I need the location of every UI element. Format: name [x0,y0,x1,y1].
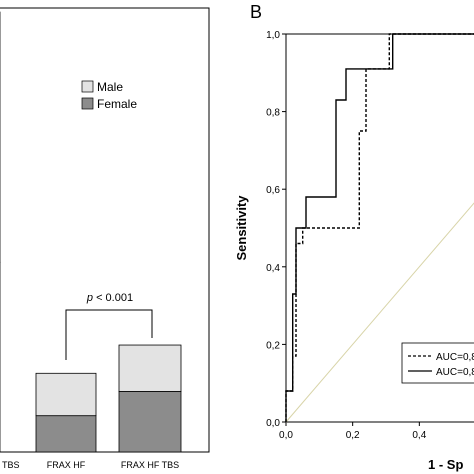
p-value-threshold: < 0.001 [93,292,133,304]
reference-diagonal-line [285,202,474,423]
x-tick-label-b-1: 0,2 [346,430,360,441]
y-tick-label-0: 0,0 [266,418,280,429]
panel-b-legend-box [401,342,474,384]
x-tick-label-0: TBS [2,460,20,470]
legend-label-dashed: AUC=0,8 [436,352,474,363]
x-tick-label-2: FRAX HF TBS [121,460,179,470]
panel-b-legend: AUC=0,8 AUC=0,8 [401,342,474,384]
y-tick-label-2: 0,4 [266,263,280,274]
panel-a-bar-chart: p < 0.001 Male Female TBS FRAX HF FRAX HF … [0,7,210,470]
y-tick-label-1: 0,2 [266,340,280,351]
bar-female-1 [35,415,97,453]
x-tick-label-b-2: 0,4 [412,430,426,441]
roc-curve-solid [285,33,474,422]
legend-swatch-female [81,97,94,110]
y-axis-label: Sensitivity [234,195,249,261]
p-value-bracket: p < 0.001 [65,292,153,360]
panel-b-roc-lines [285,33,474,423]
y-tick-label-4: 0,8 [266,108,280,119]
p-value-annotation: p < 0.001 [86,292,133,304]
y-tick-label-3: 0,6 [266,185,280,196]
bar-female-2 [118,391,182,453]
x-axis-label: 1 - Sp [428,457,463,472]
legend-label-solid: AUC=0,8 [436,367,474,378]
panel-a-x-tick-labels: TBS FRAX HF FRAX HF TBS [2,460,179,470]
legend-label-female: Female [97,97,137,111]
x-tick-label-1: FRAX HF [47,460,86,470]
panel-b-y-ticks: 0,0 0,2 0,4 0,6 0,8 1,0 [266,30,286,429]
x-tick-label-b-0: 0,0 [279,430,293,441]
y-tick-label-5: 1,0 [266,30,280,41]
p-value-bracket-line [65,309,153,360]
bar-male-1 [35,372,97,417]
legend-label-male: Male [97,80,123,94]
panel-b-roc-chart: B 0,0 0,2 0,4 0,6 0,8 1,0 0,0 0,2 0,4 Sensitivi… [234,2,474,472]
panel-a-bars [0,11,182,453]
panel-b-x-ticks: 0,0 0,2 0,4 [279,422,427,441]
p-value-symbol: p [86,292,93,304]
bar-male-2 [118,344,182,392]
panel-b-label: B [250,2,262,22]
legend-swatch-male [81,80,94,93]
panel-a-legend: Male Female [81,80,137,111]
